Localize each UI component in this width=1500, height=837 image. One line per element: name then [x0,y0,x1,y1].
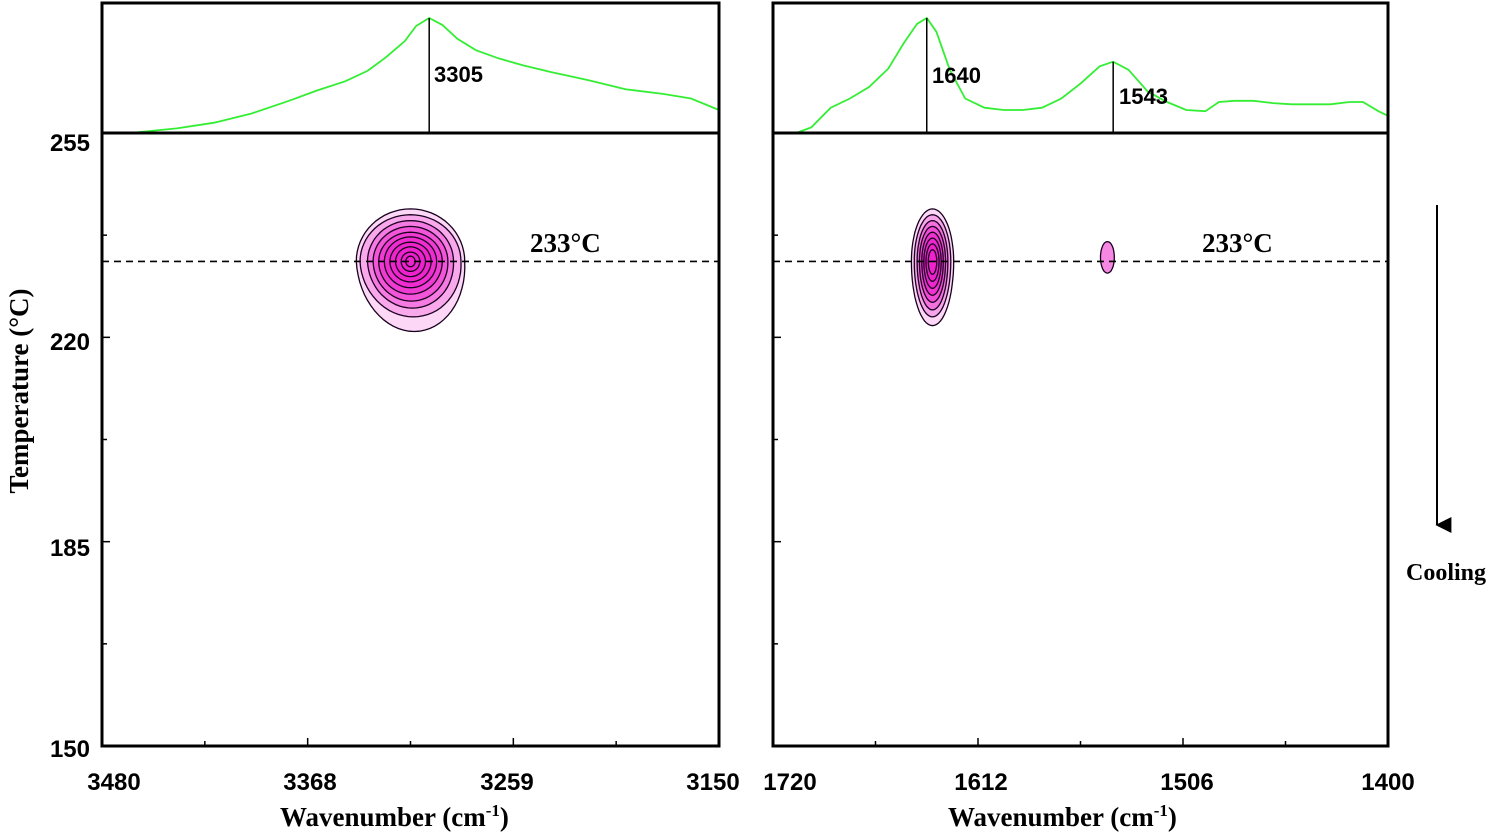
peak-label: 1640 [932,63,981,88]
left-spectrum-frame [100,1,721,135]
spectrum-line [795,16,1389,134]
x-tick-label: 3150 [686,769,739,796]
spectrum-line [129,16,720,134]
left-axis-ticks [101,132,720,747]
right-spectrum-frame [771,1,1390,135]
contour-level [1099,240,1115,274]
left-spectrum-area [129,16,720,134]
x-tick-label: 3480 [87,769,140,796]
y-axis-title: Temperature (°C) [4,288,34,493]
y-tick-label: 150 [50,736,90,763]
right-panel: 1720 1612 1506 1400 Wavenumber (cm-1) 16… [763,1,1415,832]
left-contour-area [102,208,719,333]
y-tick-label: 185 [50,535,90,562]
x-tick-label: 3368 [283,769,336,796]
reference-temperature-label: 233°C [530,228,601,258]
right-contour-area [773,208,1388,327]
right-axis-ticks [772,132,1389,747]
x-tick-label: 3259 [480,769,533,796]
reference-temperature-label: 233°C [1202,228,1273,258]
y-tick-label: 220 [50,329,90,356]
x-tick-label: 1612 [954,769,1007,796]
cooling-label: Cooling [1406,560,1486,586]
x-tick-label: 1506 [1160,769,1213,796]
cooling-annotation: Cooling [1406,205,1486,586]
peak-label: 3305 [434,62,483,87]
x-tick-label: 1720 [763,769,816,796]
peak-label: 1543 [1119,84,1168,109]
y-tick-label: 255 [50,130,90,157]
x-tick-label: 1400 [1361,769,1414,796]
right-spectrum-area [795,16,1389,134]
left-panel: 255 220 185 150 3480 3368 3259 3150 Wave… [4,1,740,832]
right-contour-frame [771,131,1390,748]
right-x-axis-title: Wavenumber (cm-1) [948,801,1177,832]
left-x-axis-title: Wavenumber (cm-1) [280,801,509,832]
